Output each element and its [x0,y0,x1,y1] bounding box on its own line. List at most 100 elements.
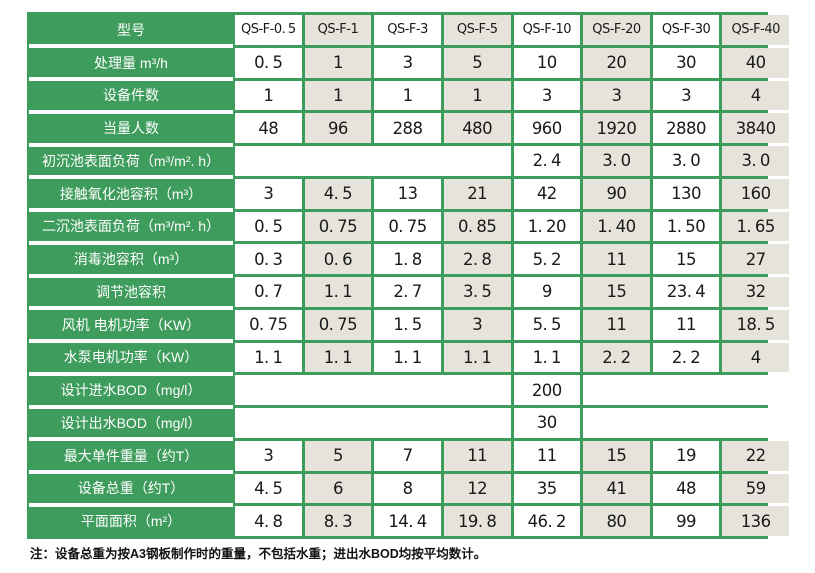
value-cell: 1 [304,80,372,111]
value-cell: 0. 7 [235,277,302,307]
row-label: 设备件数 [30,80,232,111]
value-cell: 1 [443,80,511,111]
row-label: 风机 电机功率（KW） [30,309,232,340]
value-cell: 2880 [652,113,720,143]
value-cell: 0. 75 [235,309,302,340]
model-header: QS-F-10 [513,15,581,45]
label-row-separator [29,306,233,311]
value-cell: 0. 75 [304,211,372,242]
value-cell: 11 [583,244,650,274]
value-cell: 9 [513,277,581,307]
value-cell: 46. 2 [513,506,581,536]
value-cell: 80 [583,506,650,536]
value-cell: 30 [652,47,720,78]
value-cell: 0. 75 [304,309,372,340]
model-header: QS-F-3 [374,15,441,45]
value-cell: 0. 75 [374,211,441,242]
value-cell: 1920 [583,113,650,143]
label-row-separator [29,77,233,82]
value-cell: 1. 1 [235,342,302,373]
row-label: 消毒池容积（m³） [30,244,232,274]
label-row-separator [29,404,233,409]
value-cell: 21 [443,178,511,209]
value-cell: 19 [652,440,720,471]
value-cell: 96 [304,113,372,143]
model-header: QS-F-20 [583,15,650,45]
label-row-separator [29,142,233,147]
value-cell: 0. 6 [304,244,372,274]
value-cell: 20 [583,47,650,78]
value-cell: 4. 8 [235,506,302,536]
model-header: QS-F-0. 5 [235,15,302,45]
value-cell: 15 [652,244,720,274]
value-cell: 40 [722,47,789,78]
row-label: 最大单件重量（约T） [30,440,232,471]
value-cell: 14. 4 [374,506,441,536]
label-row-separator [29,273,233,278]
label-row-separator [29,437,233,442]
value-cell: 0. 85 [443,211,511,242]
value-cell: 130 [652,178,720,209]
value-cell: 13 [374,178,441,209]
value-cell: 90 [583,178,650,209]
value-cell: 2. 2 [583,342,650,373]
value-cell: 11 [443,440,511,471]
value-cell: 1. 20 [513,211,581,242]
value-cell: 3. 0 [722,146,789,176]
value-cell: 30 [513,408,581,438]
value-cell: 2. 7 [374,277,441,307]
value-cell: 2. 8 [443,244,511,274]
value-cell: 1 [235,80,302,111]
value-cell: 48 [235,113,302,143]
value-cell: 1. 1 [304,277,372,307]
value-cell: 32 [722,277,789,307]
value-cell: 4 [722,342,789,373]
value-cell: 3 [235,440,302,471]
value-cell: 6 [304,473,372,504]
value-cell: 23. 4 [652,277,720,307]
blank-cell [583,375,789,405]
blank-cell [583,408,789,438]
value-cell: 12 [443,473,511,504]
value-cell: 48 [652,473,720,504]
value-cell: 5 [443,47,511,78]
value-cell: 11 [513,440,581,471]
blank-cell [235,146,511,176]
value-cell: 480 [443,113,511,143]
row-label: 接触氧化池容积（m³） [30,178,232,209]
value-cell: 1. 1 [513,342,581,373]
value-cell: 99 [652,506,720,536]
value-cell: 15 [583,277,650,307]
row-label: 平面面积（m²） [30,506,232,536]
value-cell: 1 [304,47,372,78]
footnote: 注：设备总重为按A3钢板制作时的重量，不包括水重；进出水BOD均按平均数计。 [30,547,487,561]
value-cell: 1. 5 [374,309,441,340]
label-row-separator [29,470,233,475]
label-row-separator [29,44,233,49]
value-cell: 3 [235,178,302,209]
row-label: 处理量 m³/h [30,47,232,78]
value-cell: 8 [374,473,441,504]
value-cell: 19. 8 [443,506,511,536]
value-cell: 1. 8 [374,244,441,274]
value-cell: 7 [374,440,441,471]
blank-cell [235,408,511,438]
value-cell: 18. 5 [722,309,789,340]
row-label: 设备总重（约T） [30,473,232,504]
label-row-separator [29,502,233,507]
row-label: 初沉池表面负荷（m³/m². h） [30,146,232,176]
value-cell: 0. 5 [235,211,302,242]
corner-model-label: 型号 [30,15,232,45]
value-cell: 2. 2 [652,342,720,373]
label-row-separator [29,339,233,344]
model-header: QS-F-5 [443,15,511,45]
label-row-separator [29,109,233,114]
label-row-separator [29,175,233,180]
value-cell: 2. 4 [513,146,581,176]
value-cell: 0. 5 [235,47,302,78]
blank-cell [235,375,511,405]
value-cell: 3. 5 [443,277,511,307]
value-cell: 3 [583,80,650,111]
label-row-separator [29,371,233,376]
